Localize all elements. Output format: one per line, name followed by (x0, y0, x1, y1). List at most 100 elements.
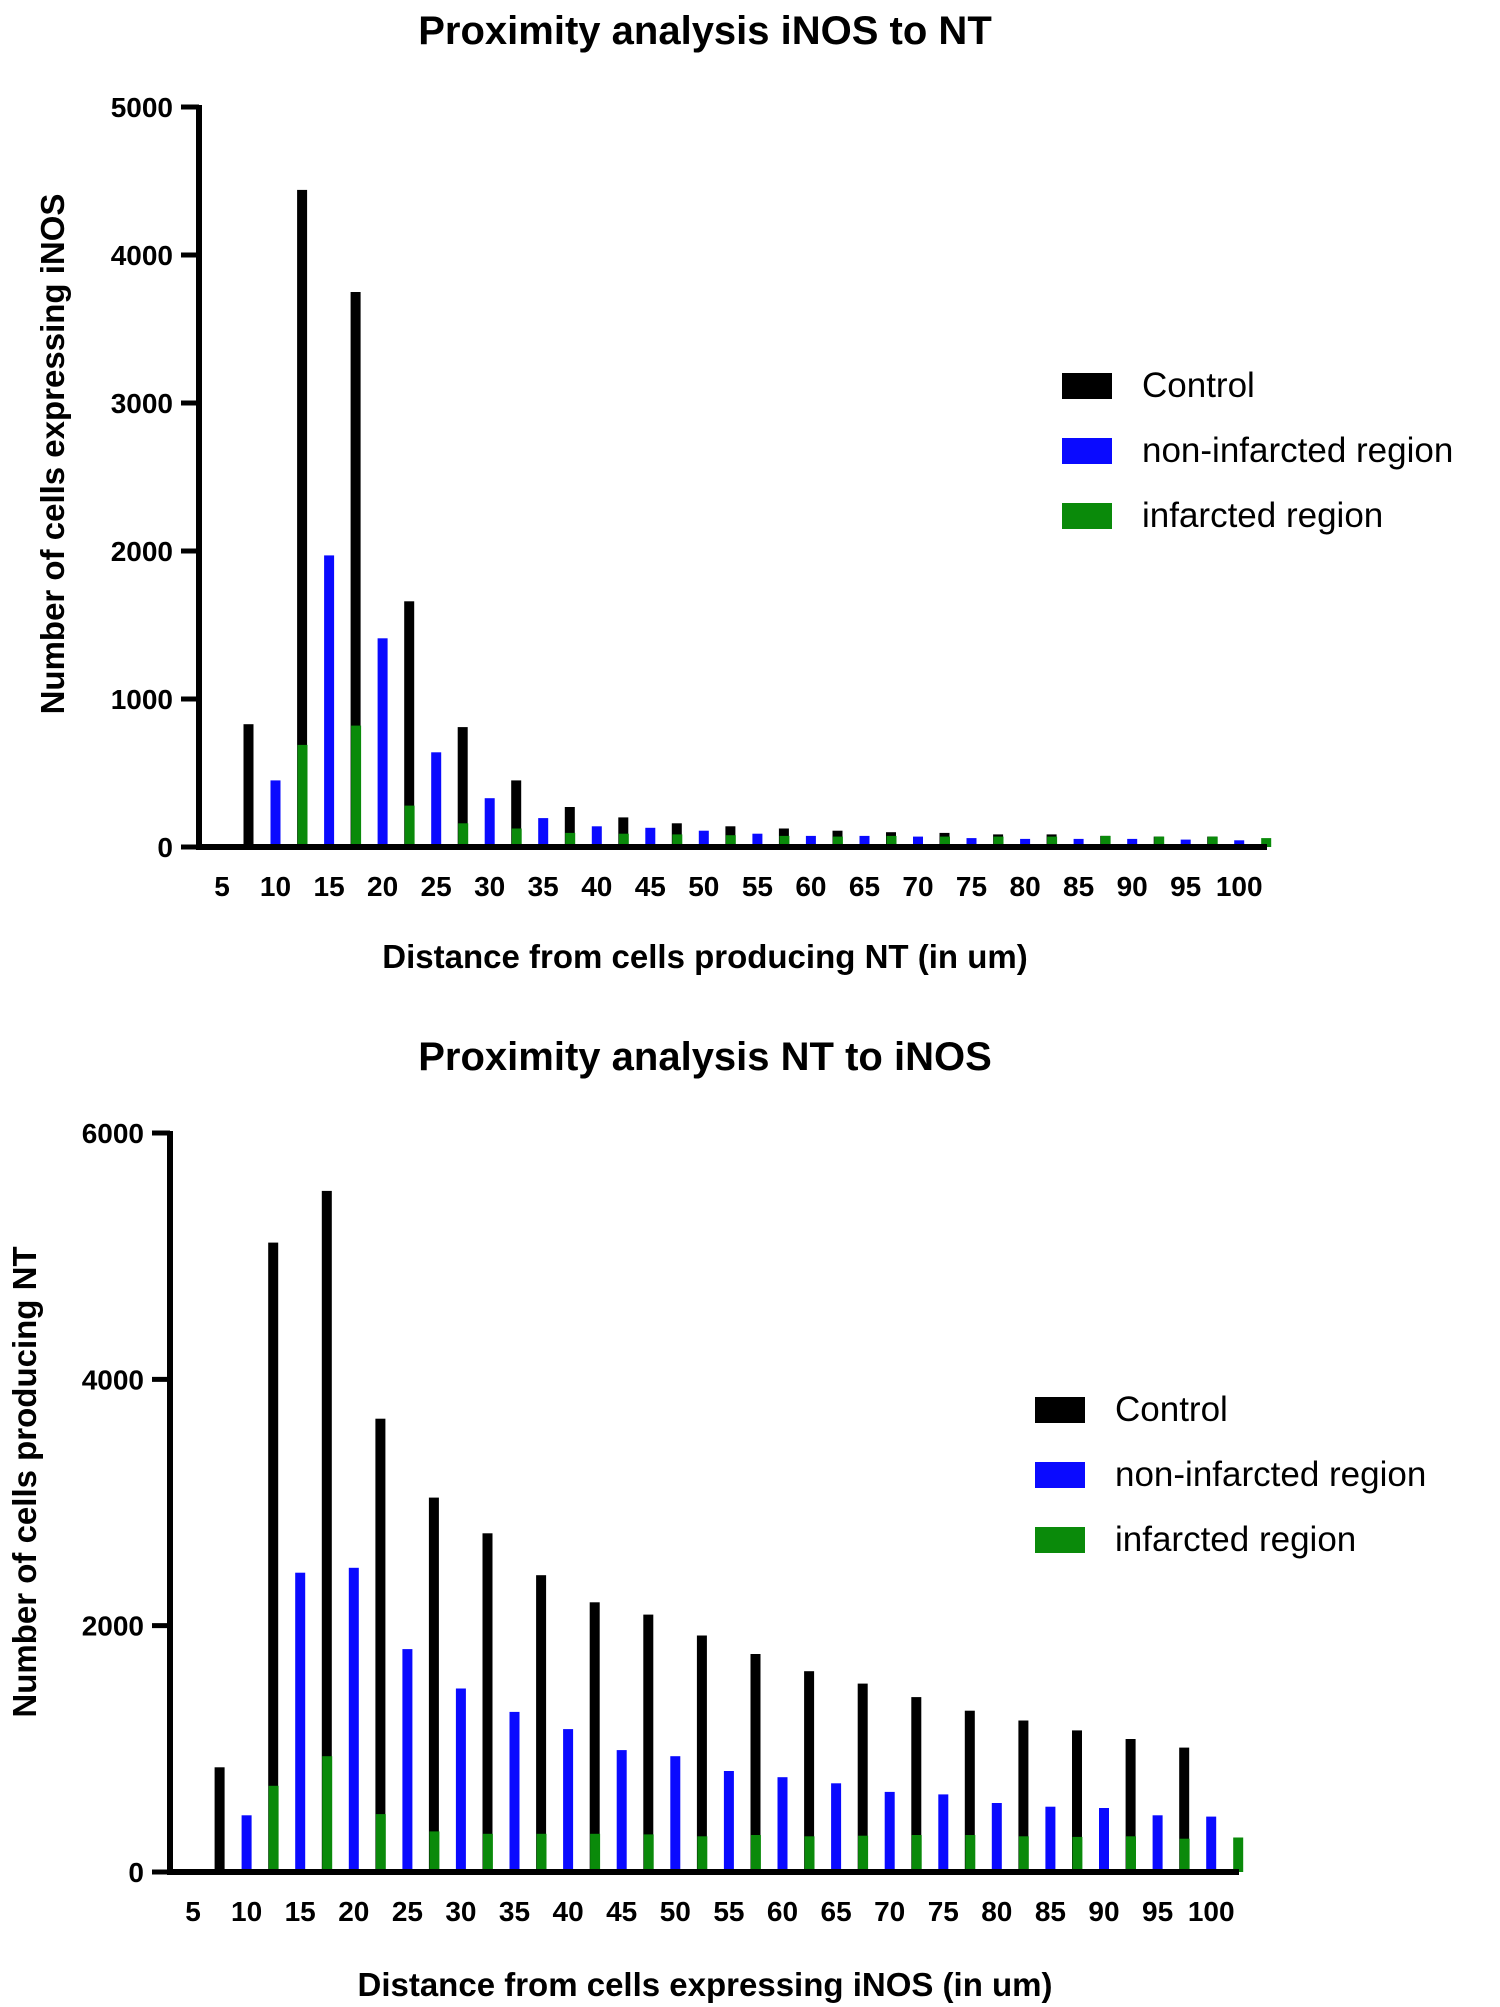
chart2-bar-non-infarcted-region-85 (1045, 1806, 1056, 1872)
chart2-bar-infarcted-region-80 (1018, 1836, 1029, 1872)
chart1-bar-control-30 (457, 727, 468, 847)
chart1-x-tick-label: 100 (1216, 871, 1263, 902)
chart1-bar-infarcted-region-45 (672, 834, 683, 847)
chart2-bar-non-infarcted-region-40 (563, 1729, 574, 1872)
chart2-x-tick-label: 5 (185, 1896, 201, 1927)
chart1-bar-non-infarcted-region-20 (377, 638, 388, 847)
chart2-bar-infarcted-region-40 (590, 1833, 601, 1872)
chart2-bar-non-infarcted-region-35 (509, 1711, 520, 1872)
chart2-bar-control-75 (911, 1697, 922, 1872)
chart2-x-tick-label: 30 (445, 1896, 476, 1927)
chart2-x-tick-label: 85 (1035, 1896, 1066, 1927)
chart2-bar-control-10 (214, 1767, 225, 1872)
chart2-y-tick-label: 6000 (82, 1118, 144, 1149)
chart1-bar-infarcted-region-55 (779, 835, 790, 847)
chart1-bar-control-45 (618, 817, 629, 847)
chart1-bar-non-infarcted-region-60 (805, 835, 816, 847)
chart2-bar-control-50 (643, 1614, 654, 1872)
chart2-x-tick-label: 80 (981, 1896, 1012, 1927)
chart2-bar-infarcted-region-60 (804, 1836, 815, 1872)
chart1-bar-infarcted-region-20 (404, 805, 415, 847)
chart1-x-tick-label: 10 (260, 871, 291, 902)
chart1-bar-infarcted-region-85 (1100, 835, 1111, 847)
chart1-x-tick-label: 80 (1010, 871, 1041, 902)
chart1-bar-control-20 (350, 292, 361, 847)
chart1-bar-non-infarcted-region-25 (431, 752, 442, 847)
chart1-x-tick-label: 85 (1063, 871, 1094, 902)
chart1-legend-swatch (1062, 373, 1112, 399)
chart1-bar-infarcted-region-40 (618, 833, 629, 847)
chart2-bar-infarcted-region-90 (1126, 1836, 1136, 1872)
chart2-bar-non-infarcted-region-20 (348, 1567, 359, 1872)
chart1-bar-non-infarcted-region-100 (1234, 840, 1245, 847)
chart1-x-tick-label: 45 (635, 871, 666, 902)
chart2-x-tick-label: 25 (392, 1896, 423, 1927)
chart1-bar-infarcted-region-75 (993, 836, 1004, 847)
chart1-bar-infarcted-region-95 (1207, 836, 1218, 847)
chart1-bar-non-infarcted-region-40 (591, 826, 602, 847)
chart1-bar-control-35 (511, 780, 522, 847)
chart2-bar-control-55 (696, 1635, 707, 1872)
chart2-bar-infarcted-region-95 (1179, 1838, 1190, 1872)
chart1-bar-non-infarcted-region-10 (270, 780, 281, 847)
chart1-bar-infarcted-region-50 (725, 835, 736, 847)
chart2-x-tick-label: 60 (767, 1896, 798, 1927)
chart1-legend-swatch (1062, 438, 1112, 464)
chart1-bar-non-infarcted-region-50 (698, 830, 709, 847)
chart2-bar-infarcted-region-45 (643, 1834, 654, 1872)
chart2-x-tick-label: 65 (821, 1896, 852, 1927)
chart1-y-tick-label: 1000 (111, 684, 173, 715)
chart1-bar-non-infarcted-region-70 (913, 836, 923, 847)
chart1-x-tick-label: 35 (528, 871, 559, 902)
chart2-bar-control-85 (1018, 1720, 1029, 1872)
chart1-bar-infarcted-region-35 (565, 832, 576, 847)
chart2-bar-non-infarcted-region-60 (777, 1777, 788, 1872)
chart1-x-tick-label: 90 (1117, 871, 1148, 902)
chart2-bar-control-100 (1179, 1747, 1190, 1872)
chart1-bar-non-infarcted-region-15 (324, 555, 335, 847)
chart1-x-tick-label: 95 (1170, 871, 1201, 902)
chart1-x-tick-label: 60 (795, 871, 826, 902)
chart1-y-tick-label: 4000 (111, 240, 173, 271)
chart1-plot: 0 1000 2000 3000 4000 5000 5 10 15 20 25 30 35 40 45 50… (111, 92, 1454, 902)
chart1-bar-infarcted-region-90 (1154, 836, 1165, 847)
chart2-bar-infarcted-region-55 (750, 1835, 761, 1872)
chart1-y-tick-label: 0 (157, 832, 173, 863)
chart2-bar-non-infarcted-region-80 (991, 1803, 1002, 1872)
chart2-bar-non-infarcted-region-70 (884, 1791, 895, 1872)
chart2-bar-control-60 (750, 1654, 761, 1872)
chart1-bar-control-25 (404, 601, 415, 847)
chart2-legend-label: non-infarcted region (1115, 1455, 1426, 1494)
chart1-x-tick-label: 50 (688, 871, 719, 902)
chart2-bar-infarcted-region-70 (911, 1835, 922, 1872)
chart1-x-axis-label: Distance from cells producing NT (in um) (382, 938, 1027, 975)
chart1-y-tick-label: 3000 (111, 388, 173, 419)
chart1-x-tick-label: 15 (314, 871, 345, 902)
chart2-y-tick-label: 4000 (82, 1364, 144, 1395)
chart1-bar-infarcted-region-10 (297, 744, 308, 847)
chart1-bar-control-10 (243, 724, 254, 847)
chart2-bar-infarcted-region-10 (268, 1785, 279, 1872)
chart1-bar-infarcted-region-60 (832, 836, 843, 847)
chart2-x-axis-label: Distance from cells expressing iNOS (in … (357, 1966, 1052, 2003)
chart1-bar-non-infarcted-region-80 (1020, 838, 1031, 847)
chart1-y-tick-label: 5000 (111, 92, 173, 123)
chart2-bar-control-45 (589, 1602, 600, 1872)
chart1-x-tick-label: 40 (581, 871, 612, 902)
chart2-bar-control-95 (1125, 1739, 1136, 1872)
chart2-y-tick-label: 2000 (82, 1611, 144, 1642)
chart2-x-tick-label: 20 (338, 1896, 369, 1927)
chart2-bar-infarcted-region-85 (1072, 1836, 1083, 1872)
chart2-bar-control-65 (804, 1671, 815, 1872)
chart1-x-tick-label: 55 (742, 871, 773, 902)
chart1-y-axis-label: Number of cells expressing iNOS (34, 194, 71, 715)
chart2-bar-infarcted-region-100 (1233, 1837, 1244, 1872)
chart1-legend-label: non-infarcted region (1142, 431, 1453, 470)
chart1-bar-non-infarcted-region-95 (1180, 839, 1191, 847)
chart1-bar-non-infarcted-region-55 (752, 833, 763, 847)
chart1-title: Proximity analysis iNOS to NT (418, 9, 992, 53)
chart2-bar-non-infarcted-region-25 (402, 1649, 413, 1872)
chart1-bar-non-infarcted-region-30 (484, 798, 495, 847)
chart2-bar-control-20 (321, 1190, 332, 1872)
chart2-y-tick-label: 0 (128, 1857, 144, 1888)
